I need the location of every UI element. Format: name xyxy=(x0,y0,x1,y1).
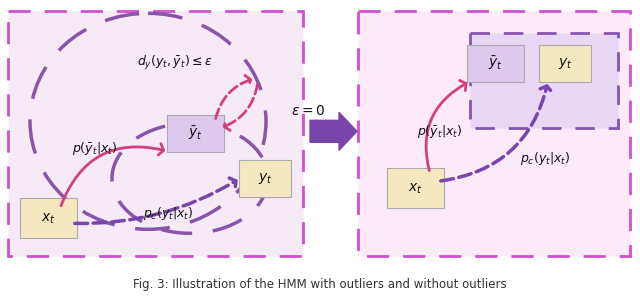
Text: $p_c(y_t|x_t)$: $p_c(y_t|x_t)$ xyxy=(520,150,570,167)
Text: $y_t$: $y_t$ xyxy=(557,56,572,71)
Text: $x_t$: $x_t$ xyxy=(41,211,55,225)
Text: $p(\bar{y}_t|x_t)$: $p(\bar{y}_t|x_t)$ xyxy=(72,140,118,157)
Text: $y_t$: $y_t$ xyxy=(258,171,273,186)
Text: $\bar{y}_t$: $\bar{y}_t$ xyxy=(488,55,502,72)
Text: Fig. 3: Illustration of the HMM with outliers and without outliers: Fig. 3: Illustration of the HMM with out… xyxy=(133,278,507,291)
FancyBboxPatch shape xyxy=(166,115,223,152)
FancyBboxPatch shape xyxy=(358,11,630,256)
FancyBboxPatch shape xyxy=(467,45,524,82)
Text: $p_c(y_t|x_t)$: $p_c(y_t|x_t)$ xyxy=(143,205,193,222)
FancyBboxPatch shape xyxy=(19,198,77,238)
FancyBboxPatch shape xyxy=(470,33,618,128)
Text: $p(\bar{y}_t|x_t)$: $p(\bar{y}_t|x_t)$ xyxy=(417,123,463,140)
Text: $d_y(y_t, \bar{y}_t) \leq \epsilon$: $d_y(y_t, \bar{y}_t) \leq \epsilon$ xyxy=(137,54,213,72)
Text: $x_t$: $x_t$ xyxy=(408,181,422,195)
Text: $\epsilon = 0$: $\epsilon = 0$ xyxy=(291,104,325,118)
FancyBboxPatch shape xyxy=(8,11,303,256)
Text: $\bar{y}_t$: $\bar{y}_t$ xyxy=(188,125,202,142)
FancyBboxPatch shape xyxy=(387,168,444,208)
FancyArrow shape xyxy=(310,112,357,150)
FancyBboxPatch shape xyxy=(239,160,291,197)
FancyBboxPatch shape xyxy=(539,45,591,82)
